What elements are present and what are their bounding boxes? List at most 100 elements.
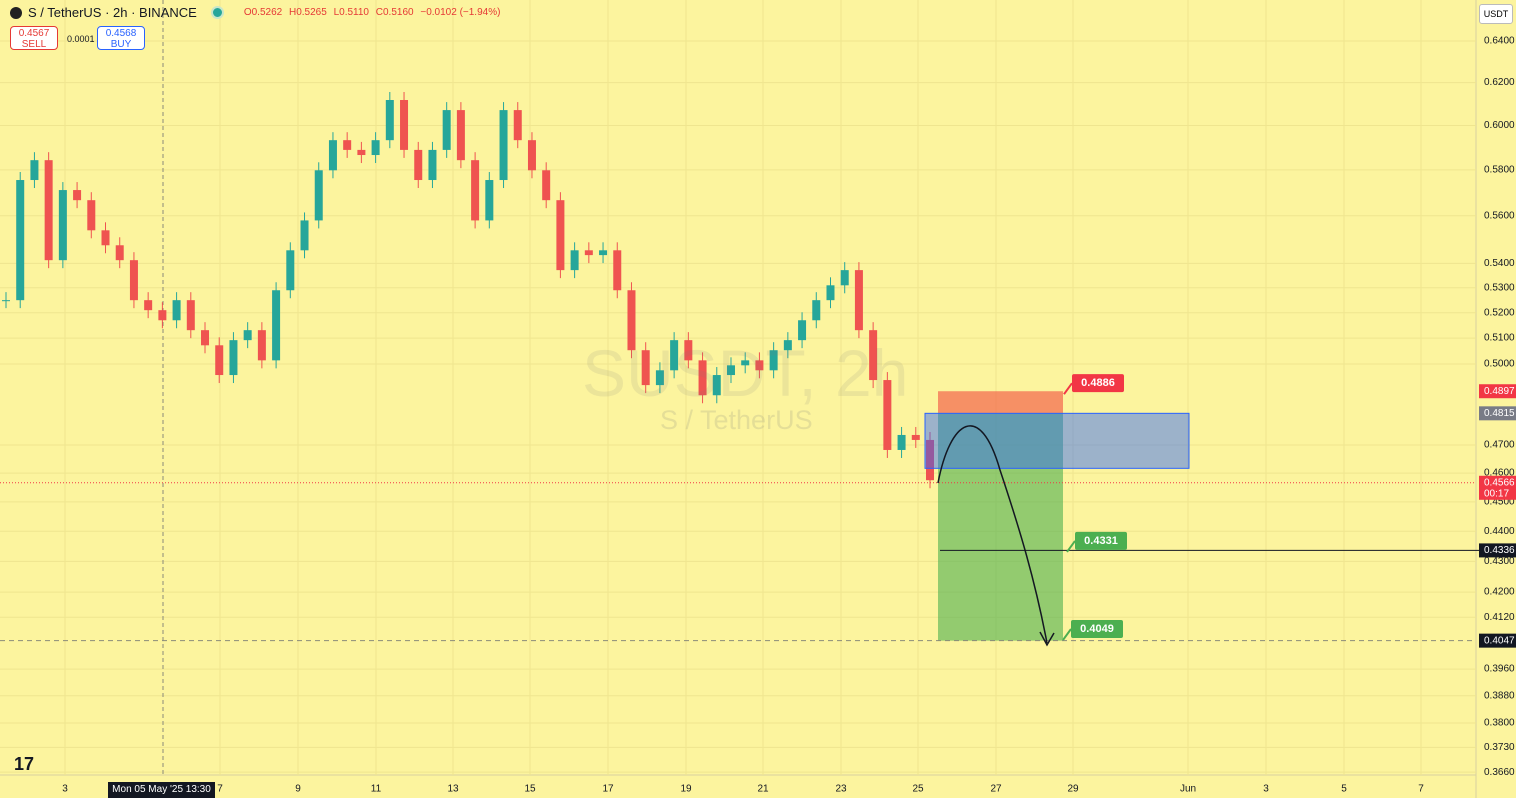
x-tick-label: 23 <box>835 784 847 795</box>
target2-axis-text: 0.4047 <box>1484 635 1515 646</box>
candle <box>599 250 608 256</box>
candle <box>400 100 409 150</box>
candle <box>798 320 807 341</box>
candle <box>371 140 380 156</box>
y-tick-label: 0.4700 <box>1484 440 1515 451</box>
open: O0.5262 <box>243 7 283 18</box>
candle <box>172 300 181 321</box>
forecast-arrow <box>937 425 1048 644</box>
candle <box>314 170 323 221</box>
candle <box>385 100 394 141</box>
x-tick-label: 11 <box>371 784 382 795</box>
sell-button[interactable]: 0.4567 SELL <box>10 26 58 50</box>
candle <box>783 340 792 351</box>
x-tick-label: 9 <box>295 784 301 795</box>
sell-label: SELL <box>21 39 47 50</box>
x-tick-label: 13 <box>447 784 459 795</box>
candle <box>144 300 153 311</box>
sell-price: 0.4567 <box>18 28 50 39</box>
candle <box>570 250 579 271</box>
candle <box>712 375 721 396</box>
candle <box>201 330 210 346</box>
x-tick-label: 3 <box>62 784 68 795</box>
tag-pointer <box>1062 628 1072 641</box>
market-status <box>210 6 224 19</box>
target1-axis-tag <box>1479 543 1516 558</box>
candle <box>456 110 465 161</box>
symbol[interactable]: S / TetherUS · 2h · BINANCE <box>28 5 197 20</box>
candle <box>129 260 138 301</box>
candle <box>257 330 266 361</box>
candle <box>670 340 679 371</box>
target-zone <box>938 413 1063 641</box>
candle <box>101 230 110 246</box>
buy-price: 0.4568 <box>105 28 137 39</box>
candle <box>584 250 593 256</box>
y-tick-label: 0.3800 <box>1484 718 1515 729</box>
low: L0.5110 <box>333 7 369 18</box>
candle <box>755 360 764 371</box>
candle <box>527 140 536 171</box>
y-tick-label: 0.5600 <box>1484 210 1515 221</box>
candle <box>684 340 693 361</box>
candle <box>442 110 451 150</box>
candle <box>158 310 167 321</box>
x-tick-label: 29 <box>1067 784 1079 795</box>
y-tick-label: 0.3660 <box>1484 767 1515 778</box>
candle <box>414 149 423 181</box>
target2-tag <box>1071 619 1123 638</box>
buy-label: BUY <box>110 39 132 50</box>
x-tick-label: 5 <box>1341 784 1347 795</box>
y-tick-label: 0.5100 <box>1484 333 1515 344</box>
stop-axis-text: 0.4897 <box>1484 386 1515 397</box>
y-tick-label: 0.5000 <box>1484 359 1515 370</box>
last-price-text: 0.4566 <box>1484 477 1515 488</box>
y-tick-label: 0.4500 <box>1484 496 1515 507</box>
x-tick-label: 7 <box>1418 784 1424 795</box>
y-tick-label: 0.3880 <box>1484 690 1515 701</box>
candle <box>726 365 735 376</box>
candle <box>854 270 863 331</box>
stop-tag-label: 0.4886 <box>1081 377 1115 389</box>
x-tick-label: 17 <box>602 784 614 795</box>
target2-axis-tag <box>1479 633 1516 648</box>
candle <box>513 110 522 141</box>
candle <box>357 149 366 156</box>
entry-box <box>924 412 1190 469</box>
candle <box>186 300 195 331</box>
x-tick-label: 25 <box>912 784 924 795</box>
candle <box>542 170 551 201</box>
legend: S / TetherUS · 2h · BINANCE O0.5262 H0.5… <box>10 5 504 20</box>
tag-pointer <box>1063 382 1073 395</box>
y-tick-label: 0.5300 <box>1484 282 1515 293</box>
watermark-ticker: SUSDT, 2h <box>582 336 909 410</box>
y-tick-label: 0.6000 <box>1484 120 1515 131</box>
stop-tag <box>1072 374 1124 393</box>
y-tick-label: 0.5400 <box>1484 258 1515 269</box>
candle <box>115 245 124 261</box>
candle <box>826 285 835 301</box>
crosshair-date: Mon 05 May '25 13:30 <box>108 782 215 798</box>
target1-tag-label: 0.4331 <box>1084 535 1118 547</box>
candle <box>556 200 565 271</box>
target1-tag <box>1075 531 1127 550</box>
candle <box>229 340 238 376</box>
buy-button[interactable]: 0.4568 BUY <box>97 26 145 50</box>
candle <box>812 300 821 321</box>
candle <box>272 290 281 361</box>
x-tick-label: 19 <box>680 784 692 795</box>
tag-pointer <box>1066 540 1076 553</box>
candle <box>769 350 778 371</box>
y-tick-label: 0.4300 <box>1484 556 1515 567</box>
stop-zone <box>938 391 1063 414</box>
ohlc: O0.5262 H0.5265 L0.5110 C0.5160 −0.0102 … <box>244 7 505 18</box>
currency-button[interactable]: USDT <box>1479 4 1513 24</box>
candle <box>243 330 252 341</box>
y-tick-label: 0.3730 <box>1484 742 1515 753</box>
countdown: 00:17 <box>1484 488 1509 499</box>
symbol-icon <box>10 6 22 19</box>
candle <box>698 360 707 396</box>
candle <box>343 140 352 150</box>
y-tick-label: 0.5200 <box>1484 307 1515 318</box>
